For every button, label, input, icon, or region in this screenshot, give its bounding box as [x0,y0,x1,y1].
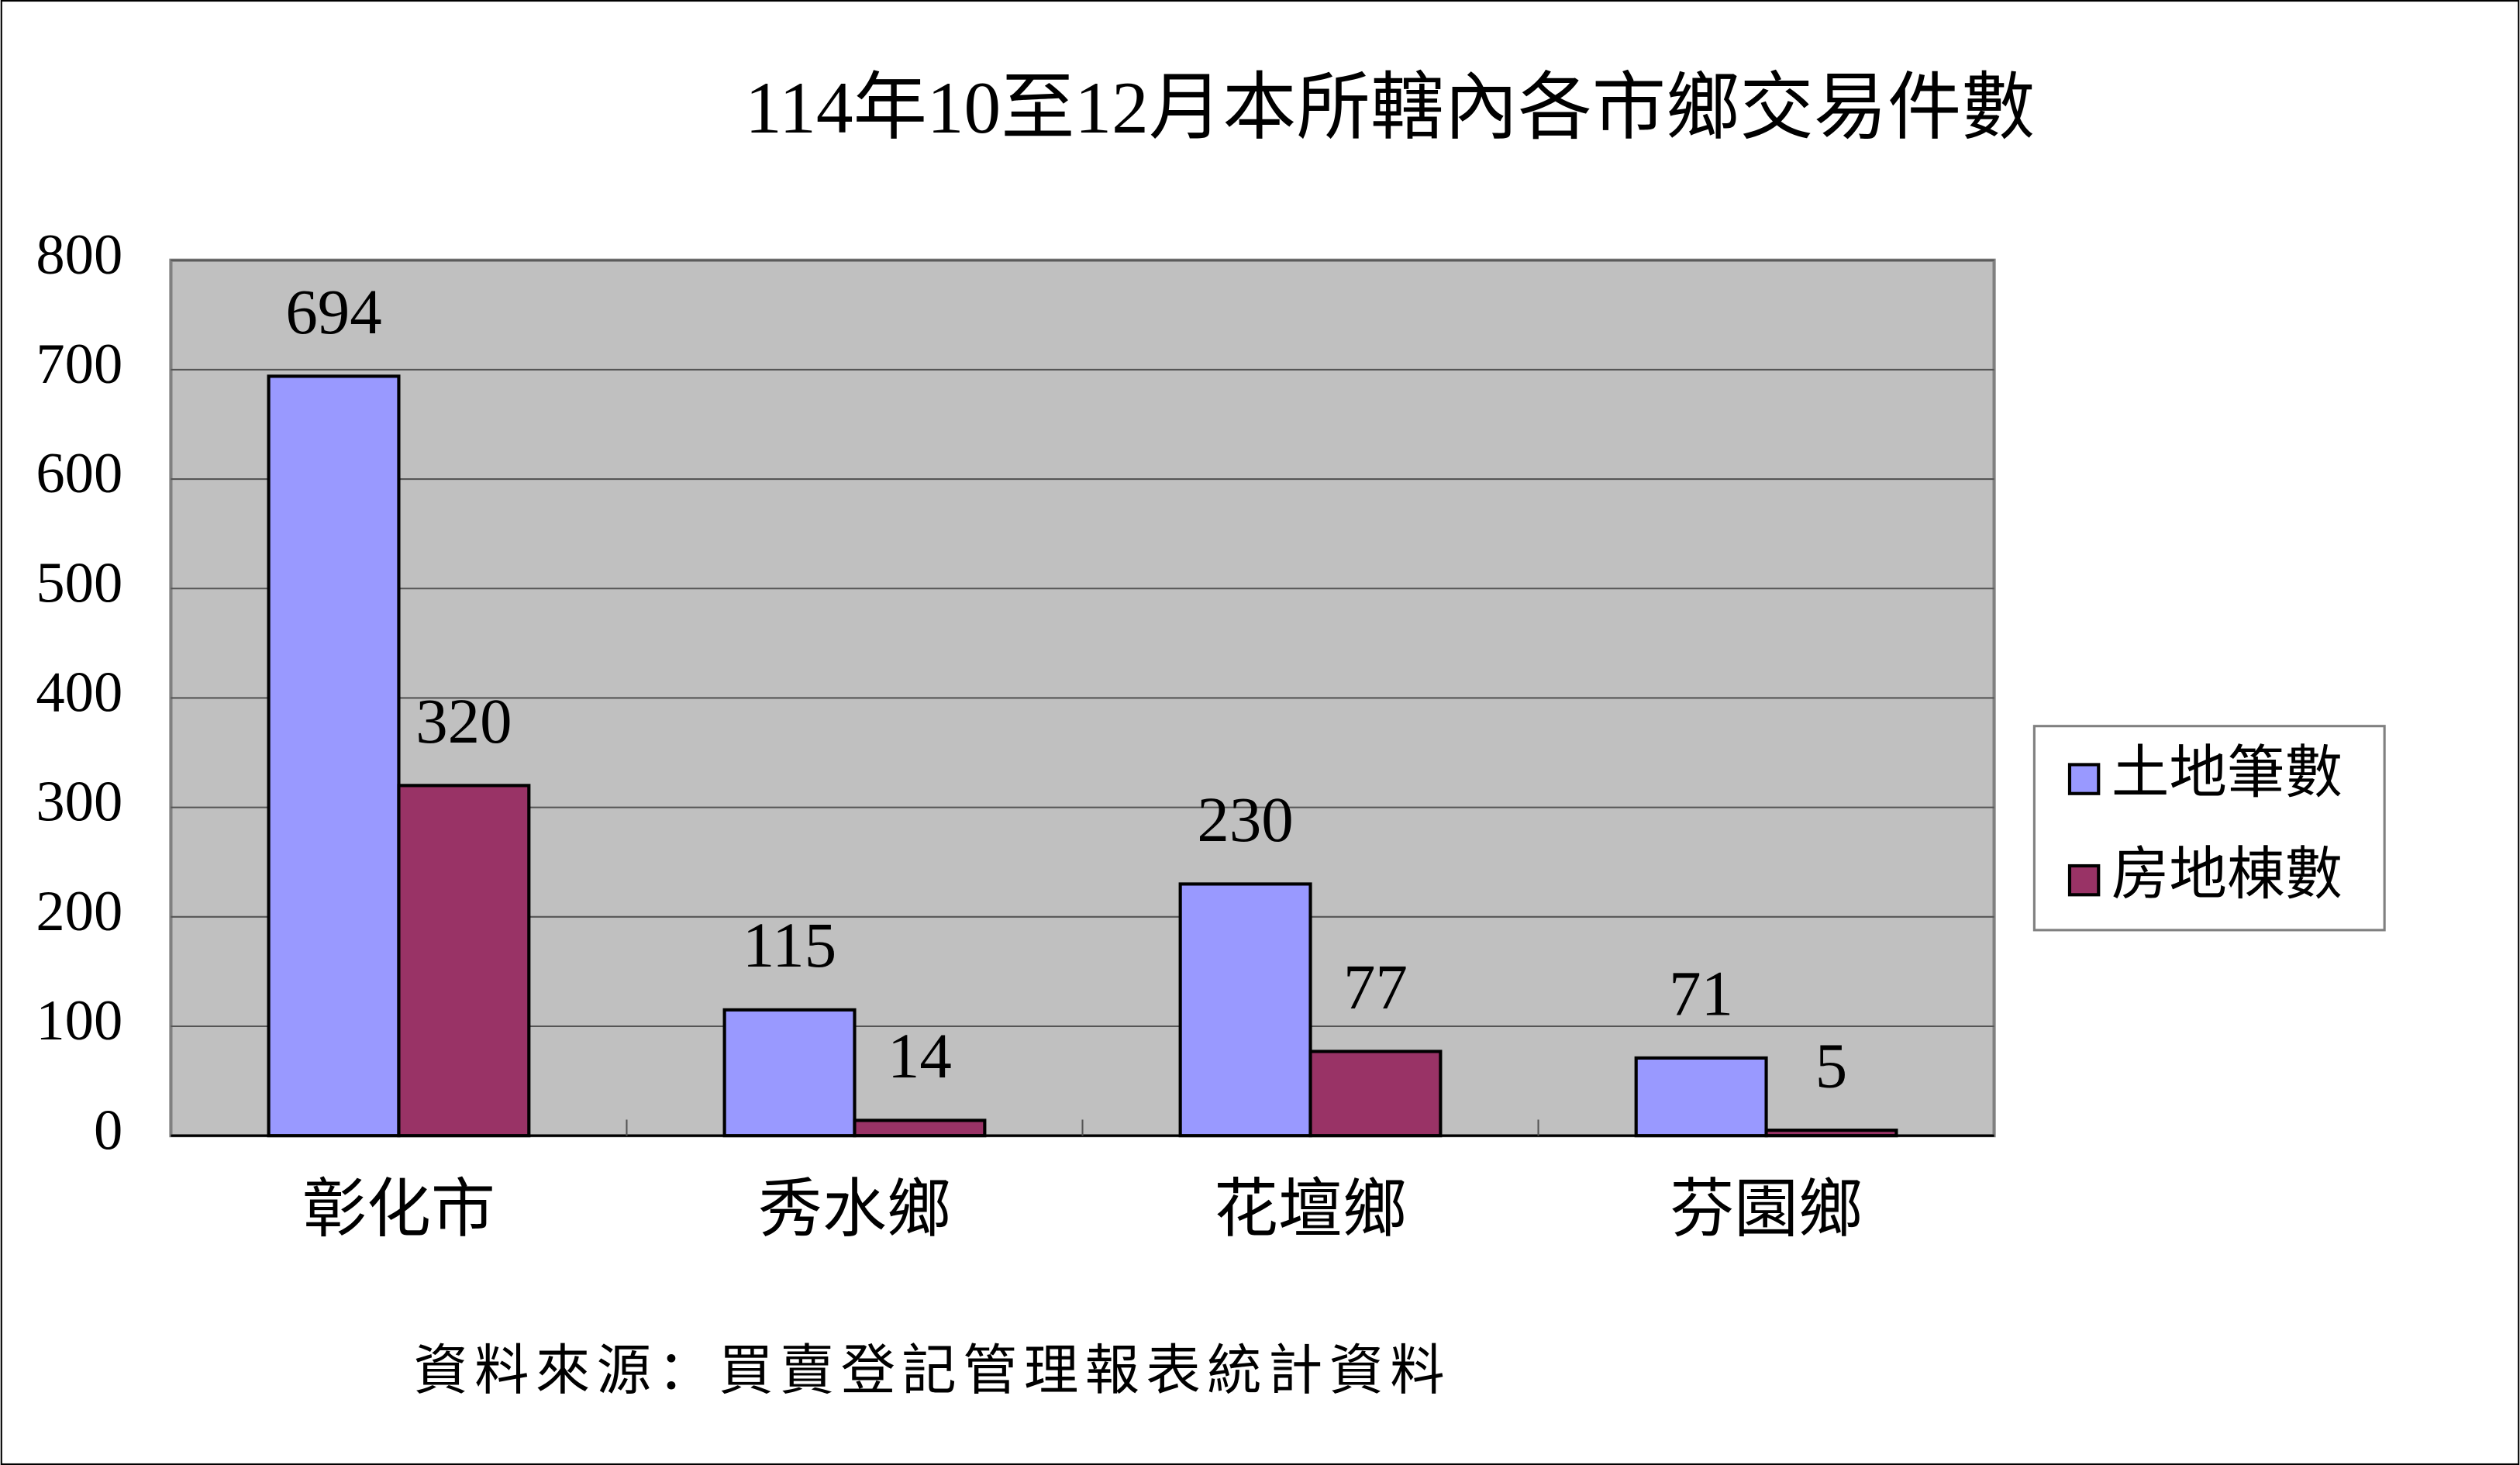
bar [397,784,531,1138]
y-tick-label: 200 [36,880,122,943]
x-tick-label: 花壇鄉 [1214,1174,1407,1245]
legend-label: 土地筆數 [2111,742,2342,805]
y-tick-label: 100 [36,989,122,1053]
data-label: 77 [1343,951,1408,1022]
data-label: 5 [1815,1030,1847,1101]
y-tick-label: 700 [36,333,122,396]
bar [853,1119,987,1138]
data-label: 320 [415,685,512,757]
data-label: 694 [285,276,381,347]
bar [722,1008,857,1138]
y-tick-label: 400 [36,661,122,725]
bar [267,374,401,1138]
y-tick-label: 300 [36,770,122,834]
chart-title: 114年10至12月本所轄內各市鄉交易件數 [745,67,2035,149]
y-tick-label: 600 [36,442,122,505]
legend-swatch [2067,863,2101,897]
footnote: 資料來源：買賣登記管理報表統計資料 [413,1341,1451,1401]
x-tick-label: 彰化市 [302,1174,495,1245]
data-label: 115 [743,909,836,981]
bar [1178,882,1312,1138]
data-label: 71 [1669,957,1733,1029]
y-tick-label: 0 [94,1098,122,1162]
y-tick-label: 500 [36,551,122,615]
x-tick-label: 秀水鄉 [758,1174,951,1245]
legend-swatch [2067,763,2101,795]
y-tick-label: 800 [36,223,122,287]
bar [1634,1056,1768,1138]
bar [1764,1129,1898,1138]
data-label: 14 [888,1020,952,1091]
legend-label: 房地棟數 [2111,843,2342,907]
bar [1308,1050,1443,1138]
x-tick-label: 芬園鄉 [1670,1174,1863,1245]
data-label: 230 [1197,784,1293,855]
